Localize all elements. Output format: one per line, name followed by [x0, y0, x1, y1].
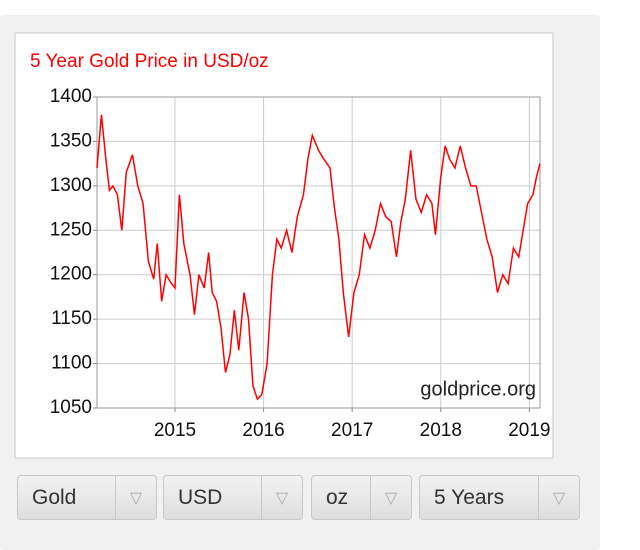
y-tick-label: 1350 [50, 130, 92, 151]
dropdown-label: 5 Years [434, 485, 505, 509]
chart-box [14, 32, 554, 459]
y-tick-label: 1100 [51, 353, 92, 374]
dropdown[interactable]: 5 Years ▽ [419, 475, 580, 520]
x-tick-label: 2015 [154, 420, 196, 441]
price-line [96, 114, 541, 401]
dropdown-label: USD [178, 485, 223, 509]
plot-frame [96, 96, 541, 409]
x-tick-label: 2017 [331, 420, 373, 441]
y-tick-label: 1200 [50, 264, 92, 285]
x-tick-label: 2016 [242, 420, 284, 441]
watermark: goldprice.org [420, 378, 536, 400]
dropdown[interactable]: Gold ▽ [17, 475, 157, 520]
dropdown-arrow: ▽ [370, 476, 411, 519]
x-tick-label: 2018 [420, 420, 462, 441]
dropdown-label: oz [326, 485, 349, 509]
chart-title: 5 Year Gold Price in USD/oz [30, 51, 269, 72]
dropdown-arrow: ▽ [261, 476, 302, 519]
dropdown-label: Gold [32, 485, 77, 509]
dropdown-arrow: ▽ [538, 476, 579, 519]
dropdown[interactable]: oz ▽ [311, 475, 412, 520]
dropdown[interactable]: USD ▽ [163, 475, 303, 520]
dropdown-arrow: ▽ [115, 476, 156, 519]
y-tick-label: 1050 [50, 397, 92, 418]
y-tick-label: 1400 [50, 86, 92, 107]
y-tick-label: 1150 [51, 308, 92, 329]
y-tick-label: 1250 [50, 219, 92, 240]
y-tick-label: 1300 [50, 175, 92, 196]
x-tick-label: 2019 [508, 420, 550, 441]
